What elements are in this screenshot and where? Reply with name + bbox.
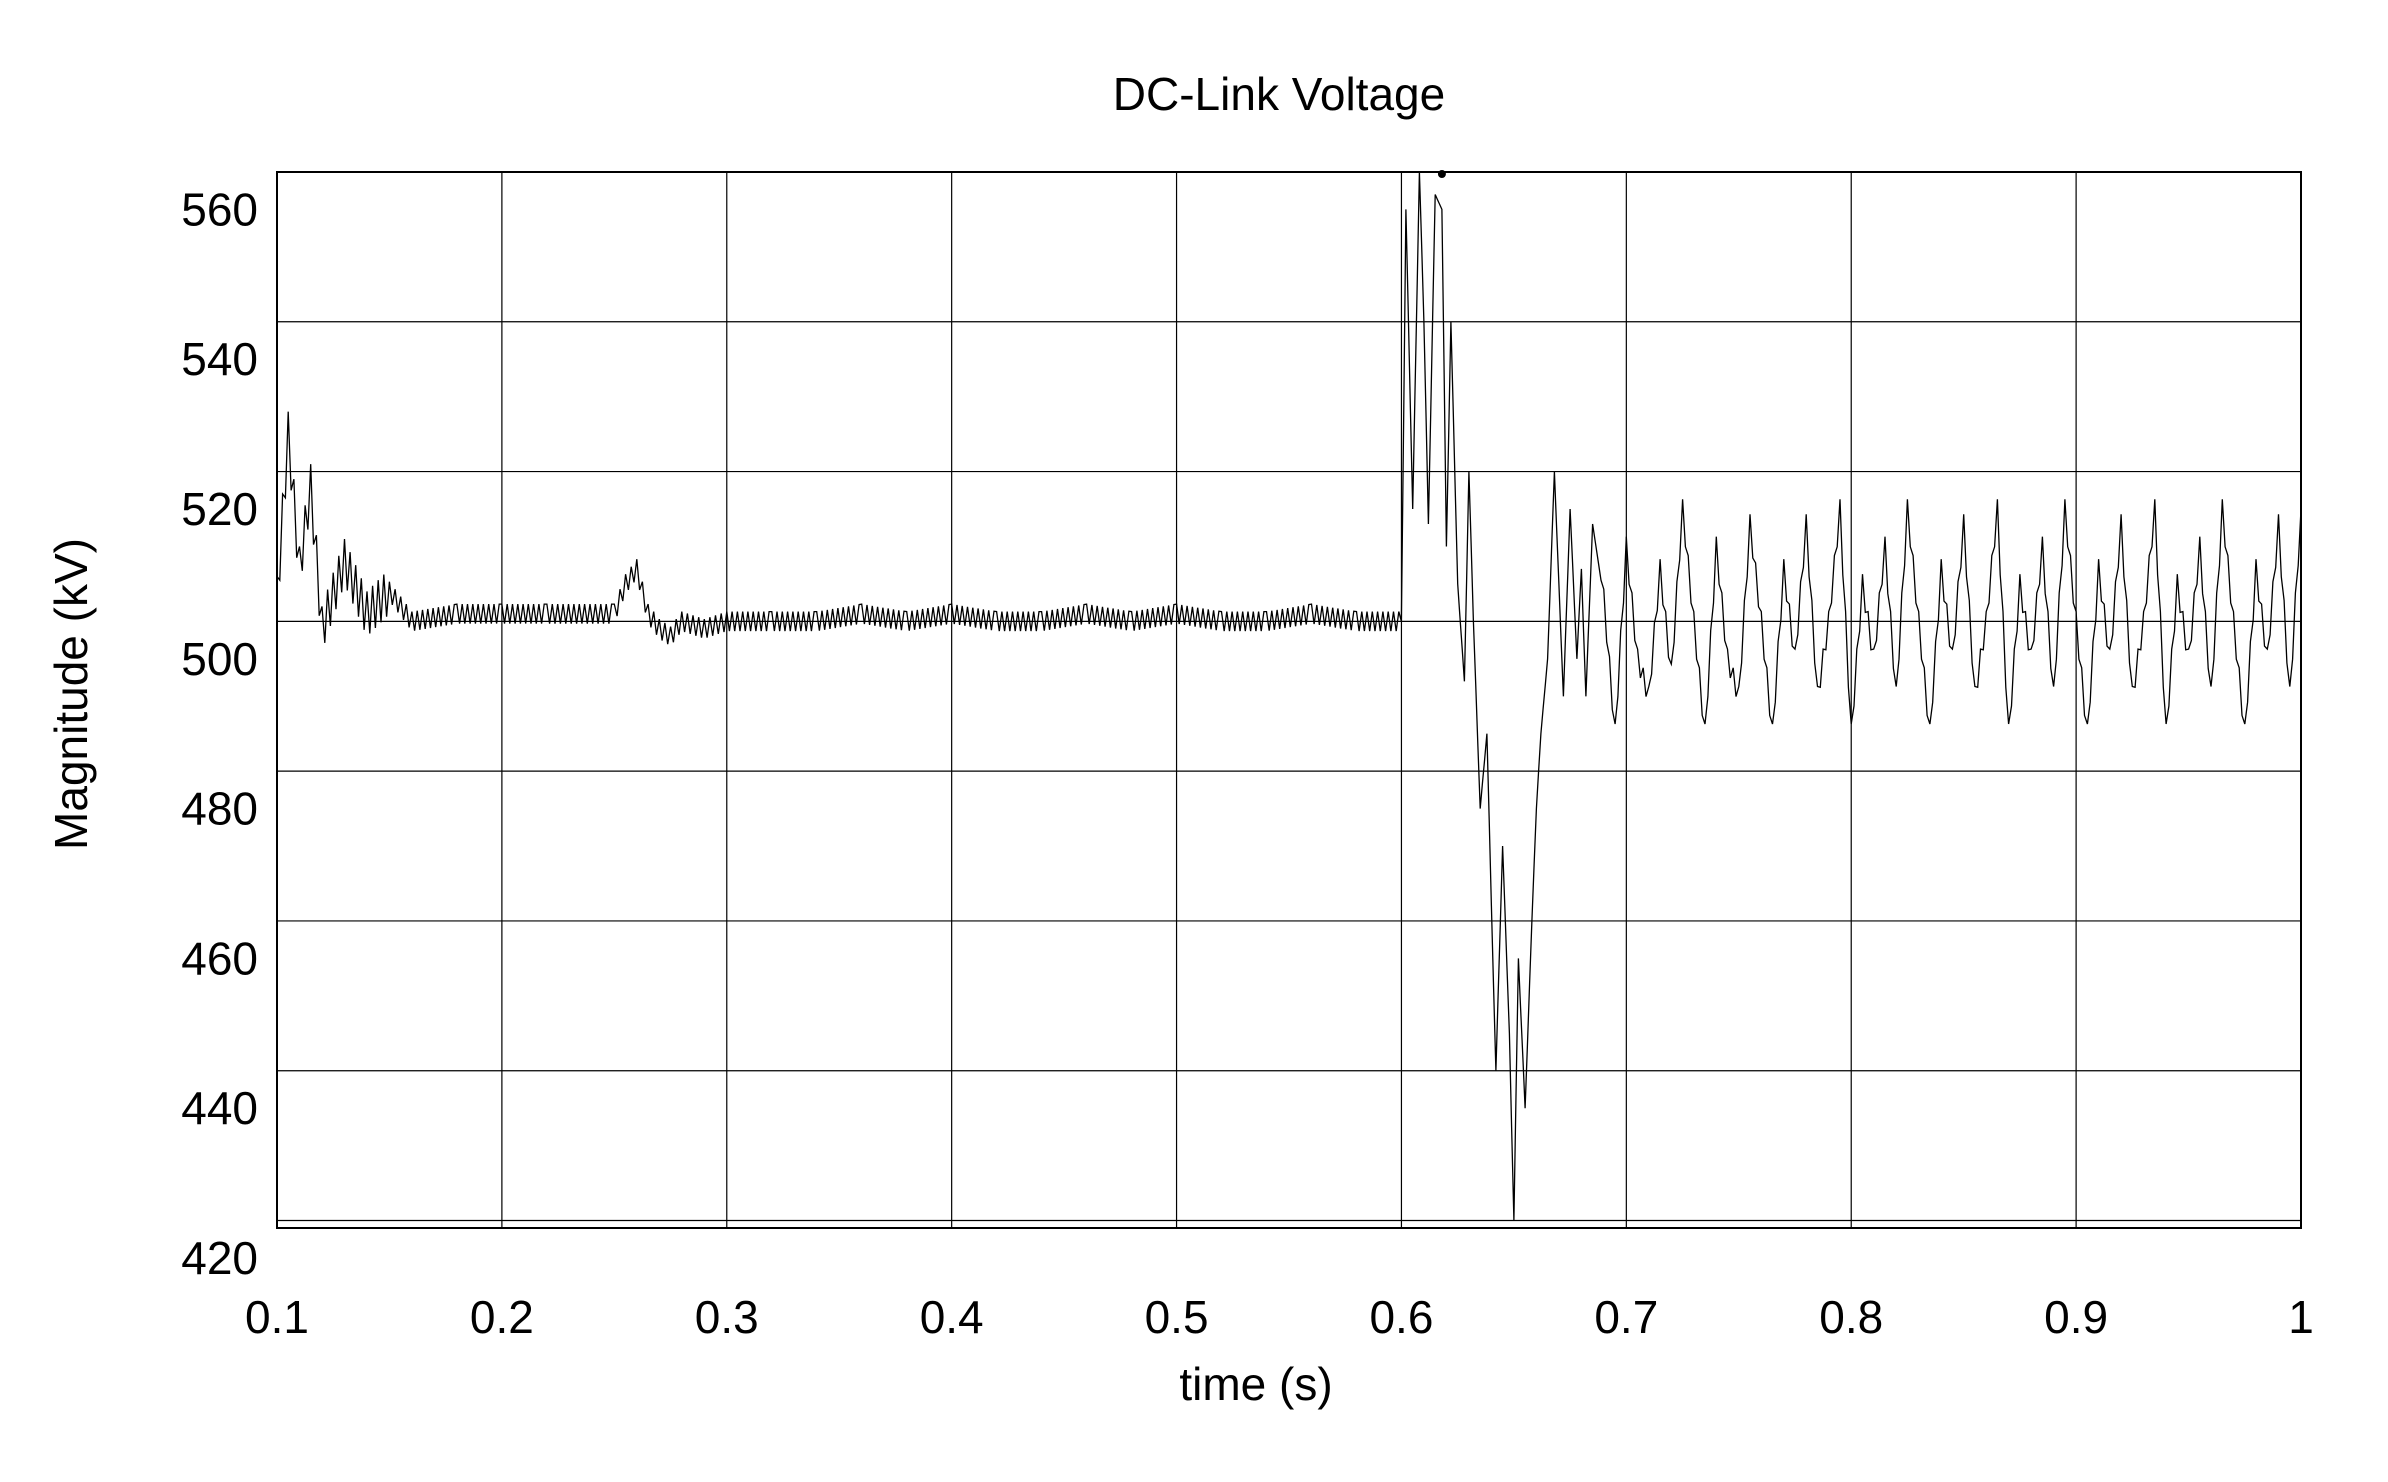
x-tick-label: 0.4: [920, 1291, 984, 1343]
y-tick-label: 540: [181, 333, 258, 385]
y-tick-label: 560: [181, 183, 258, 235]
x-tick-label: 0.3: [695, 1291, 759, 1343]
series-line: [277, 172, 2301, 1221]
y-tick-label: 520: [181, 483, 258, 535]
x-axis-label: time (s): [1179, 1358, 1332, 1410]
x-tick-label: 0.8: [1819, 1291, 1883, 1343]
y-tick-labels: 420 440 460 480 500 520 540 560: [181, 183, 258, 1284]
x-tick-label: 0.9: [2044, 1291, 2108, 1343]
chart-title: DC-Link Voltage: [1113, 68, 1445, 120]
grid: [277, 172, 2301, 1228]
plot-area-frame: [276, 171, 2302, 1229]
x-tick-labels: 0.1 0.2 0.3 0.4 0.5 0.6 0.7 0.8 0.9 1: [245, 1291, 2314, 1343]
series-layer: [277, 170, 2301, 1221]
y-axis-label: Magnitude (kV): [45, 538, 97, 850]
x-tick-label: 0.5: [1145, 1291, 1209, 1343]
y-tick-label: 440: [181, 1082, 258, 1134]
y-tick-label: 460: [181, 932, 258, 984]
x-tick-label: 0.1: [245, 1291, 309, 1343]
x-tick-label: 0.6: [1369, 1291, 1433, 1343]
y-tick-label: 500: [181, 633, 258, 685]
peak-marker: [1437, 170, 1446, 178]
y-tick-label: 480: [181, 783, 258, 835]
x-tick-label: 0.7: [1594, 1291, 1658, 1343]
x-tick-label: 0.2: [470, 1291, 534, 1343]
y-tick-label: 420: [181, 1232, 258, 1284]
x-tick-label: 1: [2288, 1291, 2314, 1343]
